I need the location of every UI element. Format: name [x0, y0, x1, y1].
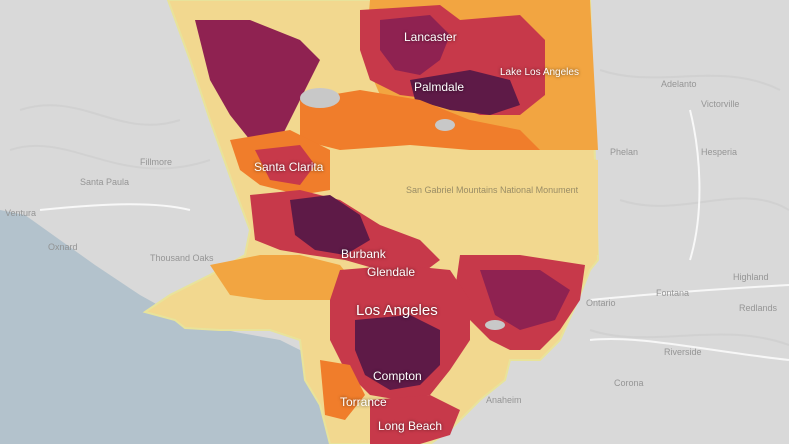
- region-lancaster-core: [380, 15, 450, 75]
- region-northwest-dark: [195, 20, 320, 140]
- outside-label-fontana: Fontana: [656, 288, 690, 298]
- outside-label-victorville: Victorville: [701, 99, 740, 109]
- outside-label-phelan: Phelan: [610, 147, 639, 157]
- outside-label-ventura: Ventura: [5, 208, 37, 218]
- city-label-lake-los-angeles: Lake Los Angeles: [500, 67, 579, 78]
- outside-label-riverside: Riverside: [664, 347, 702, 357]
- ocean: [0, 210, 335, 444]
- region-south-la: [355, 315, 440, 390]
- outside-label-corona: Corona: [614, 378, 644, 388]
- region-south-bay: [320, 360, 365, 420]
- city-label-santa-clarita: Santa Clarita: [254, 160, 324, 174]
- outside-label-fillmore: Fillmore: [140, 157, 173, 167]
- region-santa-clarita-core: [255, 145, 315, 185]
- region-mid-orange: [300, 90, 540, 150]
- city-label-compton: Compton: [373, 369, 422, 383]
- city-label-glendale: Glendale: [367, 265, 416, 279]
- water-patch: [435, 119, 455, 131]
- city-label-palmdale: Palmdale: [414, 80, 465, 94]
- region-long-beach: [370, 395, 460, 444]
- city-label-lancaster: Lancaster: [404, 30, 457, 44]
- outside-label-highland: Highland: [733, 272, 769, 282]
- region-national-forest: [330, 150, 598, 255]
- county-choropleth: [142, 0, 600, 444]
- city-label-torrance: Torrance: [340, 395, 387, 409]
- city-label-burbank: Burbank: [341, 247, 386, 261]
- outside-label-adelanto: Adelanto: [661, 79, 697, 89]
- outside-label-oxnard: Oxnard: [48, 242, 78, 252]
- region-sf-valley-core: [290, 195, 370, 255]
- region-palmdale-core: [410, 70, 520, 115]
- city-label-los-angeles: Los Angeles: [356, 302, 438, 319]
- outside-label-redlands: Redlands: [739, 303, 778, 313]
- region-westside: [210, 255, 360, 300]
- outside-label-santa-paula: Santa Paula: [80, 177, 130, 187]
- outside-label-thousand-oaks: Thousand Oaks: [150, 253, 214, 263]
- water-patch: [485, 320, 505, 330]
- region-sg-valley-core: [480, 270, 570, 330]
- forest-label: San Gabriel Mountains National Monument: [406, 185, 579, 195]
- outside-label-hesperia: Hesperia: [701, 147, 738, 157]
- outside-label-ontario: Ontario: [586, 298, 616, 308]
- water-patch: [300, 88, 340, 108]
- outside-label-anaheim: Anaheim: [486, 395, 522, 405]
- city-label-long-beach: Long Beach: [378, 419, 443, 433]
